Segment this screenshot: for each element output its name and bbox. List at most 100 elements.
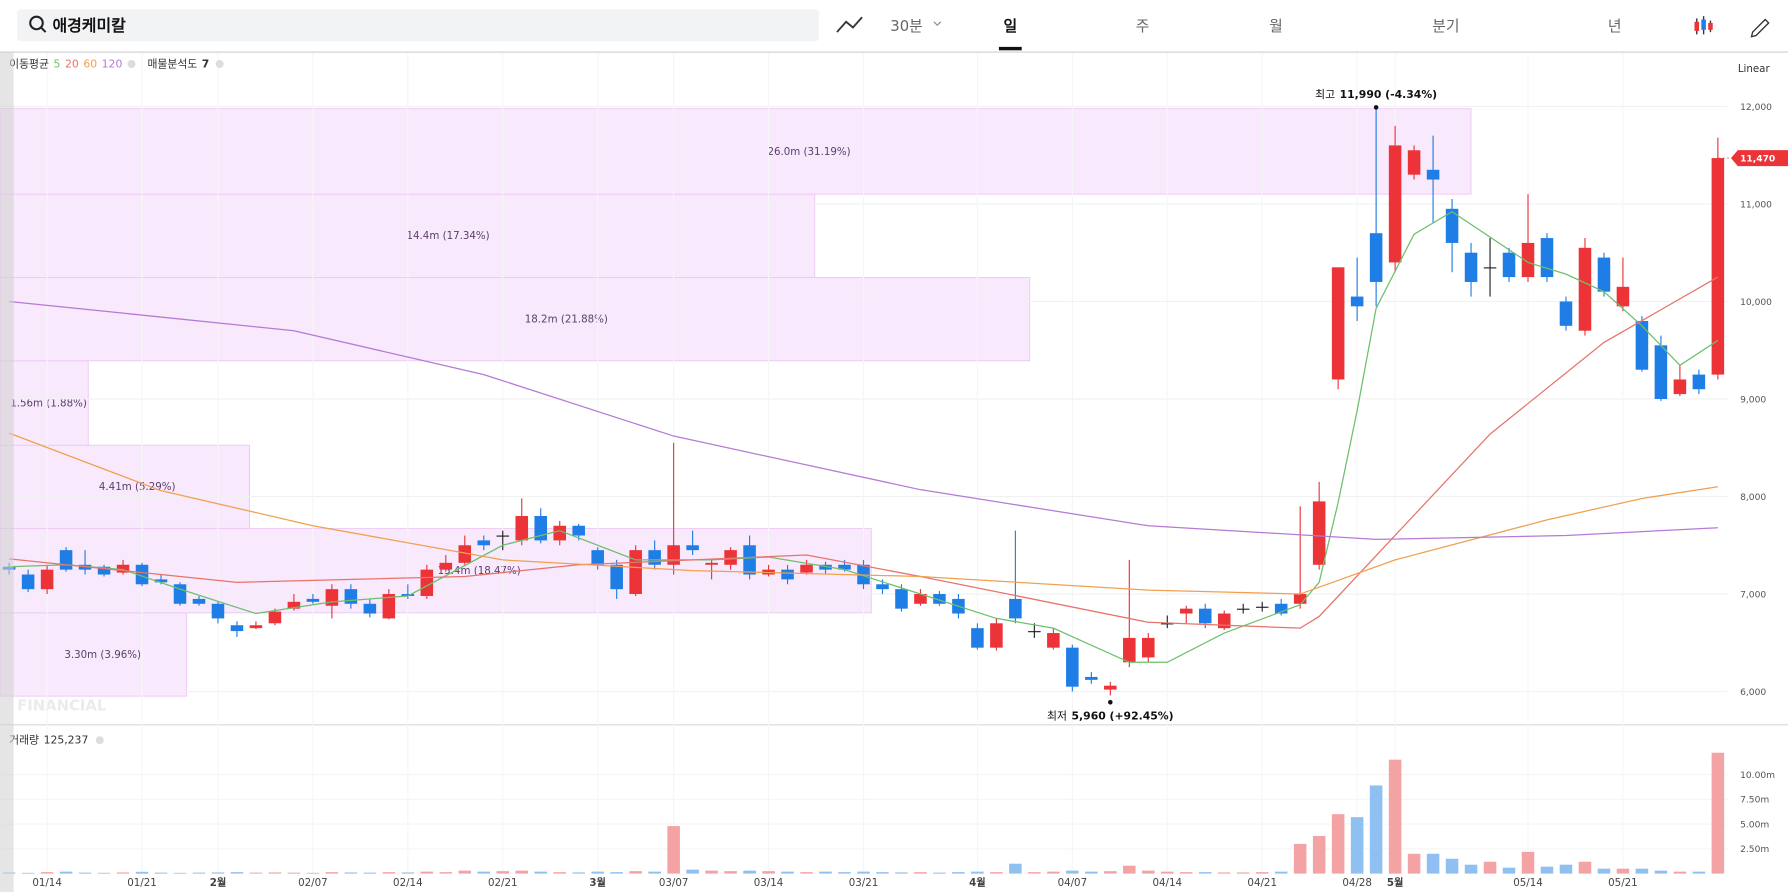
legend-entry[interactable]: 20 xyxy=(65,57,79,70)
chart-type-icon xyxy=(1708,22,1713,30)
volume-tick-label: 5.00m xyxy=(1740,820,1769,830)
volume-bar xyxy=(1312,835,1326,874)
volume-bar xyxy=(135,871,149,874)
candle-body xyxy=(1635,320,1649,370)
volume-bar xyxy=(1502,867,1516,874)
candle-body xyxy=(990,623,1003,648)
candle-body xyxy=(1274,603,1288,614)
volume-bar xyxy=(686,869,699,874)
candle-body xyxy=(192,598,206,604)
volume-bar xyxy=(116,872,130,874)
x-tick-label: 04/14 xyxy=(1153,877,1183,889)
volume-bar xyxy=(230,872,244,874)
y-tick-label: 12,000 xyxy=(1740,103,1772,113)
volume-bar xyxy=(1388,759,1402,874)
candle-body xyxy=(401,594,415,596)
x-tick-label: 05/14 xyxy=(1513,877,1543,889)
candle-body xyxy=(876,584,889,590)
volume-bar xyxy=(1236,872,1250,874)
legend-close[interactable] xyxy=(215,60,224,68)
draw-icon[interactable] xyxy=(1750,18,1770,38)
volume-bar xyxy=(610,872,623,874)
timeframe-tab[interactable]: 30분 xyxy=(890,18,922,35)
legend-entry[interactable]: 5 xyxy=(54,57,61,70)
volume-bar xyxy=(1047,871,1060,874)
volume-bar xyxy=(1179,872,1193,874)
candle-body xyxy=(705,562,718,565)
candle-body xyxy=(971,628,984,648)
legend-title[interactable]: 매물분석도 xyxy=(147,57,197,70)
volume-bar xyxy=(781,871,794,874)
candle-body xyxy=(933,594,946,604)
volume-bar xyxy=(724,871,737,874)
profile-band xyxy=(0,360,89,446)
y-tick-label: 11,000 xyxy=(1740,200,1772,210)
volume-bar xyxy=(648,871,661,874)
candle-body xyxy=(1445,208,1459,243)
candle-body xyxy=(154,579,168,583)
candle-body xyxy=(629,550,642,595)
y-tick-label: 7,000 xyxy=(1740,590,1766,600)
volume-bar xyxy=(192,872,206,874)
candle-body xyxy=(1369,233,1383,282)
volume-bar xyxy=(1692,871,1706,874)
legend-entry[interactable]: 60 xyxy=(83,57,97,70)
candle-body xyxy=(363,603,377,614)
candle-body xyxy=(344,589,358,604)
candle-body xyxy=(439,562,453,570)
search-box[interactable] xyxy=(17,9,819,42)
candle-body xyxy=(1104,685,1117,690)
timeframe-tab[interactable]: 월 xyxy=(1269,18,1283,35)
dropdown-arrow[interactable] xyxy=(933,21,942,27)
timeframe-tab[interactable]: 주 xyxy=(1136,18,1150,35)
timeframe-tab[interactable]: 일 xyxy=(1003,18,1017,35)
x-tick-label: 03/21 xyxy=(849,877,879,889)
volume-bar xyxy=(1426,853,1440,874)
volume-bar xyxy=(21,872,35,874)
moving-average-line xyxy=(8,432,1718,595)
grid: 6,000 7,000 8,000 9,000 10,000 11,000 12,000 2.… xyxy=(0,52,1775,889)
legend-entry[interactable]: 120 xyxy=(102,57,123,70)
candle-body xyxy=(496,535,510,537)
volume-bar xyxy=(1009,863,1022,874)
volume-bar xyxy=(819,871,832,874)
extreme-prefix: 최저 xyxy=(1047,709,1067,722)
volume-bar xyxy=(1161,871,1174,874)
volume-bar xyxy=(1085,871,1098,874)
x-tick-label: 02/14 xyxy=(393,877,423,889)
volume-bar xyxy=(1198,872,1212,874)
profile-band xyxy=(0,612,188,697)
candle-body xyxy=(1350,296,1364,307)
legend-close[interactable] xyxy=(95,736,104,745)
candle-body xyxy=(1085,676,1098,680)
timeframe-tab[interactable]: 년 xyxy=(1608,18,1622,35)
candle-body xyxy=(1597,257,1611,292)
x-tick-label: 5월 xyxy=(1387,876,1404,889)
volume-bar xyxy=(1104,871,1117,874)
y-tick-label: 10,000 xyxy=(1740,298,1772,308)
volume-bar xyxy=(97,872,111,874)
volume-bar xyxy=(306,872,320,874)
indicator-icon[interactable] xyxy=(836,16,863,33)
volume-bar xyxy=(1483,861,1497,874)
legend-close[interactable] xyxy=(127,60,136,68)
legend-title[interactable]: 이동평균 xyxy=(9,57,49,70)
volume-bar xyxy=(1445,858,1459,874)
timeframe-tab[interactable]: 분기 xyxy=(1432,18,1459,35)
profile-label: 4.41m (5.29%) xyxy=(99,481,176,493)
volume-bar xyxy=(439,872,453,874)
candle-body xyxy=(1331,267,1345,380)
volume-bar xyxy=(1673,871,1687,874)
x-tick-label: 02/21 xyxy=(488,877,518,889)
x-tick-label: 02/07 xyxy=(298,877,328,889)
candle-body xyxy=(1293,594,1307,604)
search-icon xyxy=(40,26,47,33)
volume-bar xyxy=(325,872,339,874)
profile-label: 15.4m (18.47%) xyxy=(438,565,521,577)
annotations: 이동평균 5 20 60 120 매물분석도 7 거래량 125,237 최고 11,990 (-4… xyxy=(9,57,1788,747)
scale-label[interactable]: Linear xyxy=(1738,63,1771,75)
candle-body xyxy=(800,564,813,573)
candle-body xyxy=(781,569,794,580)
